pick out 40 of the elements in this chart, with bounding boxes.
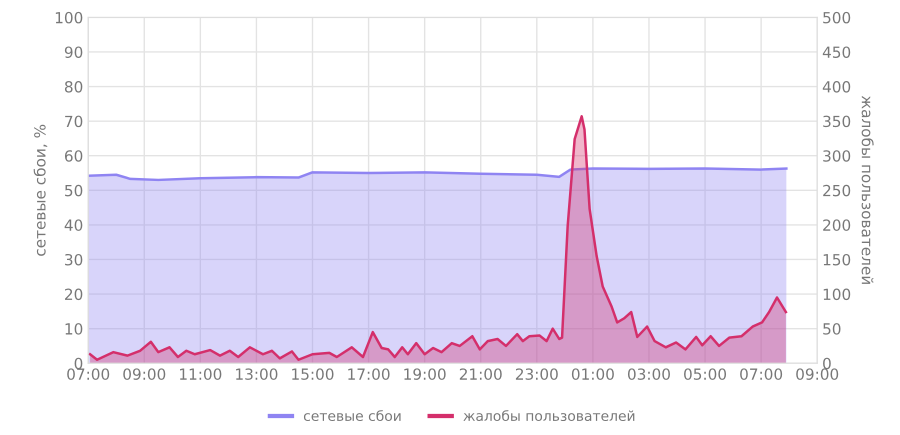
y2-tick-label: 400: [822, 81, 850, 93]
y2-tick-label: 450: [822, 46, 850, 58]
x-tick-label: 19:00: [404, 368, 446, 380]
y-tick-label: 30: [65, 254, 82, 266]
y2-tick-label: 0: [823, 358, 831, 370]
x-tick-label: 03:00: [628, 368, 670, 380]
x-tick-label: 13:00: [236, 368, 278, 380]
y-tick-label: 10: [66, 323, 82, 335]
y2-axis-title: жалобы пользователей: [862, 96, 874, 284]
x-tick-label: 15:00: [292, 368, 334, 380]
y2-tick-label: 250: [823, 184, 850, 196]
x-tick-label: 01:00: [572, 368, 614, 380]
legend-label: сетевые сбои: [304, 410, 401, 422]
y2-tick-label: 500: [823, 12, 850, 24]
x-tick-label: 05:00: [684, 368, 726, 380]
y-tick-label: 0: [74, 358, 82, 370]
x-tick-label: 07:00: [740, 368, 782, 380]
x-tick-label: 21:00: [460, 368, 502, 380]
y2-tick-label: 300: [823, 150, 850, 162]
y-axis-title: сетевые сбои, %: [34, 124, 48, 256]
y2-tick-label: 200: [823, 219, 850, 231]
y-tick-label: 20: [65, 288, 82, 300]
x-tick-label: 11:00: [180, 368, 222, 380]
x-tick-label: 23:00: [516, 368, 558, 380]
y-tick-label: 70: [65, 116, 82, 128]
y-tick-label: 80: [64, 81, 82, 93]
x-tick-label: 09:00: [796, 368, 838, 380]
y-tick-label: 90: [64, 46, 82, 58]
y2-tick-label: 150: [824, 254, 850, 266]
y-tick-label: 50: [65, 184, 82, 196]
y2-tick-label: 350: [823, 116, 850, 128]
x-tick-label: 07:00: [67, 368, 110, 380]
x-tick-label: 17:00: [348, 368, 390, 380]
y-tick-label: 40: [64, 219, 82, 231]
legend-label: жалобы пользователей: [463, 410, 634, 422]
y2-tick-label: 50: [823, 323, 840, 335]
y-tick-label: 60: [64, 150, 82, 162]
x-tick-label: 09:00: [123, 368, 166, 380]
y-tick-label: 100: [56, 12, 82, 24]
y2-tick-label: 100: [824, 288, 850, 300]
